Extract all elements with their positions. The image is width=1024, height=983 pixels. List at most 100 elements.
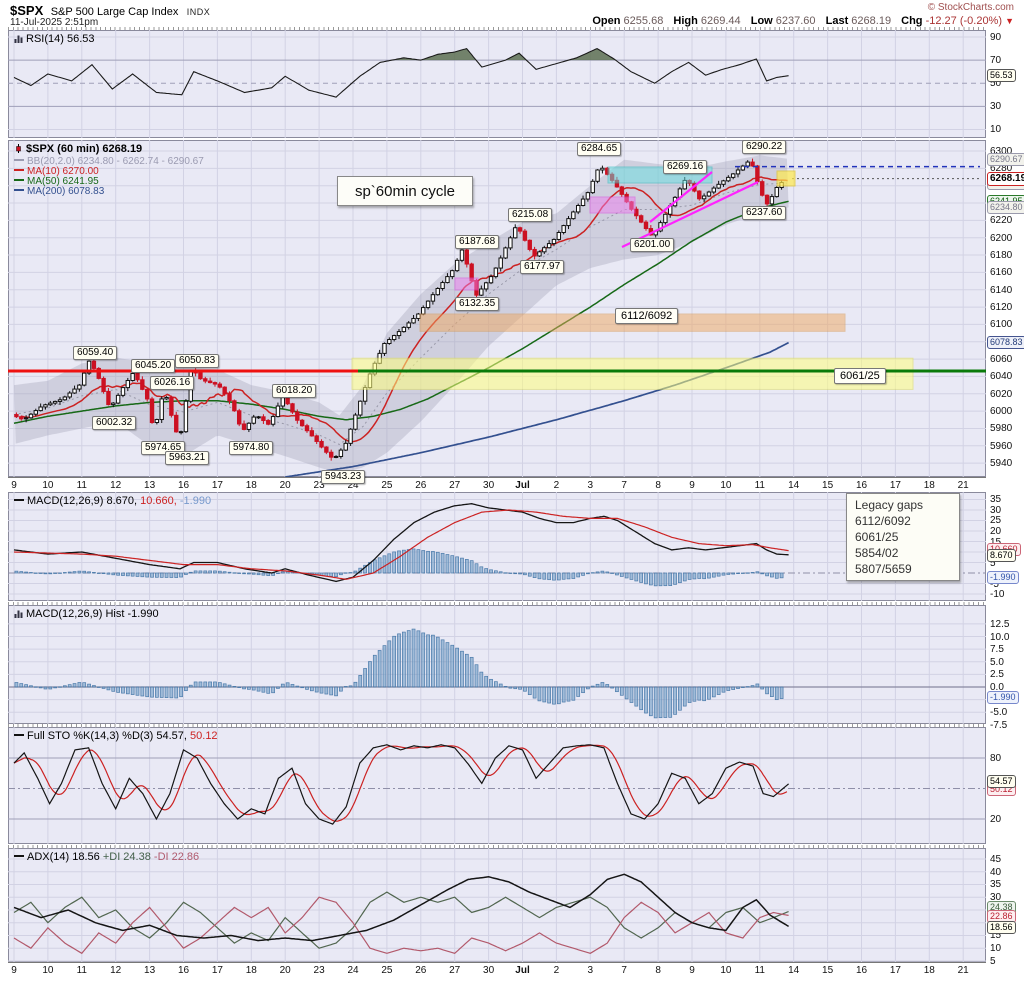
- date-tick-label: 17: [889, 965, 901, 976]
- macd-hist-bar: [261, 572, 266, 576]
- legacy-gap-item: 5854/02: [855, 546, 899, 560]
- hist-bar: [368, 661, 372, 688]
- hist-bar: [43, 686, 48, 690]
- candle: [82, 372, 87, 386]
- price-callout: 6132.35: [455, 297, 500, 311]
- candle: [28, 413, 34, 419]
- hist-bar: [343, 686, 348, 688]
- y-axis-value-bubble: 6290.67: [987, 152, 1024, 166]
- macd-hist-bar: [566, 572, 571, 580]
- candle-icon: [16, 144, 21, 153]
- macd-hist-bar: [421, 550, 426, 574]
- macd-hist-bar: [610, 572, 614, 574]
- ma50-line: [13, 200, 789, 424]
- macd-hist-bar: [237, 572, 242, 574]
- candle: [503, 247, 508, 259]
- legend-text: RSI(14) 56.53: [26, 33, 95, 45]
- date-tick-label: Jul: [515, 965, 530, 976]
- chg-label: Chg: [901, 15, 923, 27]
- hist-bar: [721, 686, 726, 693]
- hist-bar: [450, 644, 455, 688]
- candle: [174, 414, 179, 433]
- date-tick-label: 25: [381, 480, 393, 491]
- hist-bar: [164, 686, 169, 699]
- y-axis-tick: 7.5: [990, 644, 1004, 656]
- hist-bar: [658, 686, 663, 719]
- hist-bar: [494, 681, 498, 688]
- macd-hist-bar: [125, 572, 130, 577]
- hist-bar: [586, 686, 590, 690]
- hist-bar: [266, 686, 271, 694]
- y-axis-tick: 45: [990, 853, 1002, 865]
- candle: [546, 243, 552, 249]
- macd-hist-bar: [615, 572, 619, 576]
- candle: [135, 372, 140, 381]
- macd-hist-bar: [101, 572, 106, 574]
- candle: [232, 400, 237, 412]
- legend-text: MACD(12,26,9) 8.670,: [27, 495, 138, 507]
- hist-bar: [309, 686, 314, 692]
- y-axis-tick: 15: [990, 537, 1001, 548]
- y-axis-tick: 50: [990, 78, 1002, 90]
- hist-bar: [251, 686, 256, 691]
- candle: [270, 416, 276, 425]
- y-axis-value-bubble: 54.57: [987, 775, 1016, 789]
- hist-bar: [571, 686, 576, 701]
- candle: [246, 422, 252, 430]
- y-axis-tick: 6180: [990, 250, 1013, 262]
- candle: [551, 238, 557, 245]
- candle: [619, 186, 624, 195]
- macd-hist-bar: [67, 571, 72, 574]
- candle: [106, 390, 111, 406]
- legacy-gap-item: 6061/25: [855, 530, 899, 544]
- y-axis-tick: 5980: [990, 423, 1013, 435]
- candle: [164, 396, 169, 400]
- sto-d-line: [13, 744, 788, 822]
- hist-bar: [392, 635, 397, 688]
- hist-bar: [760, 686, 765, 690]
- low-value: 6237.60: [775, 15, 816, 27]
- price-callout: 6269.16: [663, 160, 708, 174]
- hist-bar: [489, 678, 493, 688]
- candle: [115, 394, 121, 404]
- magenta-annotation-box: [454, 277, 479, 291]
- hist-bar: [237, 686, 242, 688]
- date-tick-label: 9: [11, 480, 17, 491]
- legend-line-swatch: [14, 855, 24, 857]
- candle: [508, 237, 513, 249]
- candle: [67, 392, 72, 398]
- legend-text: 50.12: [186, 730, 218, 742]
- hist-bar: [663, 686, 668, 718]
- hist-bar: [581, 686, 585, 694]
- hist-bar: [542, 686, 547, 703]
- hist-bar: [377, 650, 382, 688]
- macd-hist-bar: [513, 572, 518, 575]
- candle: [537, 251, 542, 257]
- macd-hist-bar: [750, 572, 755, 574]
- candle: [309, 430, 315, 437]
- copyright-link[interactable]: © StockCharts.com: [927, 2, 1014, 13]
- hist-bar: [503, 686, 508, 688]
- candle: [91, 360, 97, 369]
- legend-line-swatch: [14, 159, 24, 161]
- hist-bar: [479, 671, 484, 688]
- hist-bar: [406, 630, 411, 688]
- hist-bar: [232, 686, 237, 688]
- cycle-annotation: sp`60min cycle: [337, 176, 473, 206]
- macd-hist-bar: [629, 572, 634, 580]
- hist-bar: [561, 686, 566, 703]
- macd-hist-bar: [19, 571, 24, 574]
- y-axis-tick: 70: [990, 55, 1002, 67]
- macd-hist-bar: [523, 572, 527, 576]
- hist-bar: [440, 639, 445, 688]
- y-axis-value-bubble: 8.670: [987, 549, 1016, 563]
- y-axis-tick: 6000: [990, 406, 1013, 418]
- legend: ADX(14) 18.56 +DI 24.38 -DI 22.86: [14, 851, 199, 863]
- candle: [57, 399, 63, 402]
- hist-bar: [38, 686, 43, 689]
- y-axis-tick: 6040: [990, 371, 1013, 383]
- date-tick-label: 17: [211, 965, 223, 976]
- macd-hist-bar: [242, 572, 246, 575]
- legend-text: MA(200) 6078.83: [27, 186, 105, 197]
- y-axis-tick: -10: [990, 589, 1005, 600]
